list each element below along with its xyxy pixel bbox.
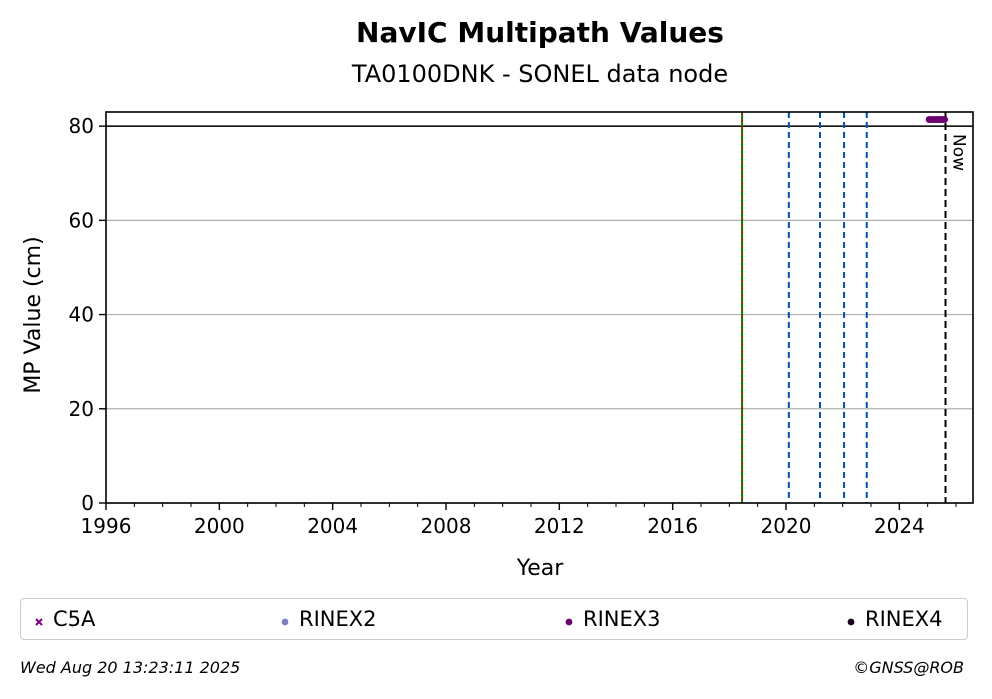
timestamp-footer: Wed Aug 20 13:23:11 2025 [20,658,241,677]
chart-title: NavIC Multipath Values [356,16,724,49]
data-point [941,116,949,123]
dot-marker-icon [843,611,859,627]
plot-frame [105,111,974,504]
legend-item: RINEX3 [561,599,661,639]
legend-item: C5A [31,599,95,639]
x-tick-label: 2000 [194,514,245,538]
legend-label: RINEX3 [583,607,661,631]
x-marker-icon [31,611,47,627]
grid-layer [106,125,973,504]
x-tick-label: 2024 [874,514,925,538]
dot-marker-icon [561,611,577,627]
x-axis-label: Year [516,556,565,581]
x-tick-label: 2004 [307,514,358,538]
y-tick-label: 60 [69,208,94,232]
legend-label: RINEX4 [865,607,943,631]
x-tick-label: 2020 [761,514,812,538]
legend-label: RINEX2 [299,607,377,631]
y-tick-label: 40 [69,303,94,327]
y-axis-label: MP Value (cm) [21,236,46,393]
legend-item: RINEX2 [277,599,377,639]
x-tick-label: 2012 [534,514,585,538]
legend-item: RINEX4 [843,599,943,639]
data-points [925,116,949,123]
legend: C5A RINEX2 RINEX3 RINEX4 [20,598,968,640]
y-tick-label: 0 [81,491,94,515]
credit-footer: ©GNSS@ROB [853,658,964,677]
dot-marker-icon [277,611,293,627]
x-tick-label: 2008 [421,514,472,538]
now-label: Now [949,134,969,171]
x-tick-label: 1996 [81,514,132,538]
axis-ticks: 0 20 40 60 80 1996 2000 2004 2008 2012 2016 2020 202… [69,114,957,538]
chart-subtitle: TA0100DNK - SONEL data node [351,60,728,88]
legend-label: C5A [53,607,96,631]
y-tick-label: 80 [69,114,94,138]
y-tick-label: 20 [69,397,94,421]
x-tick-label: 2016 [647,514,698,538]
event-lines: Now [741,112,969,503]
